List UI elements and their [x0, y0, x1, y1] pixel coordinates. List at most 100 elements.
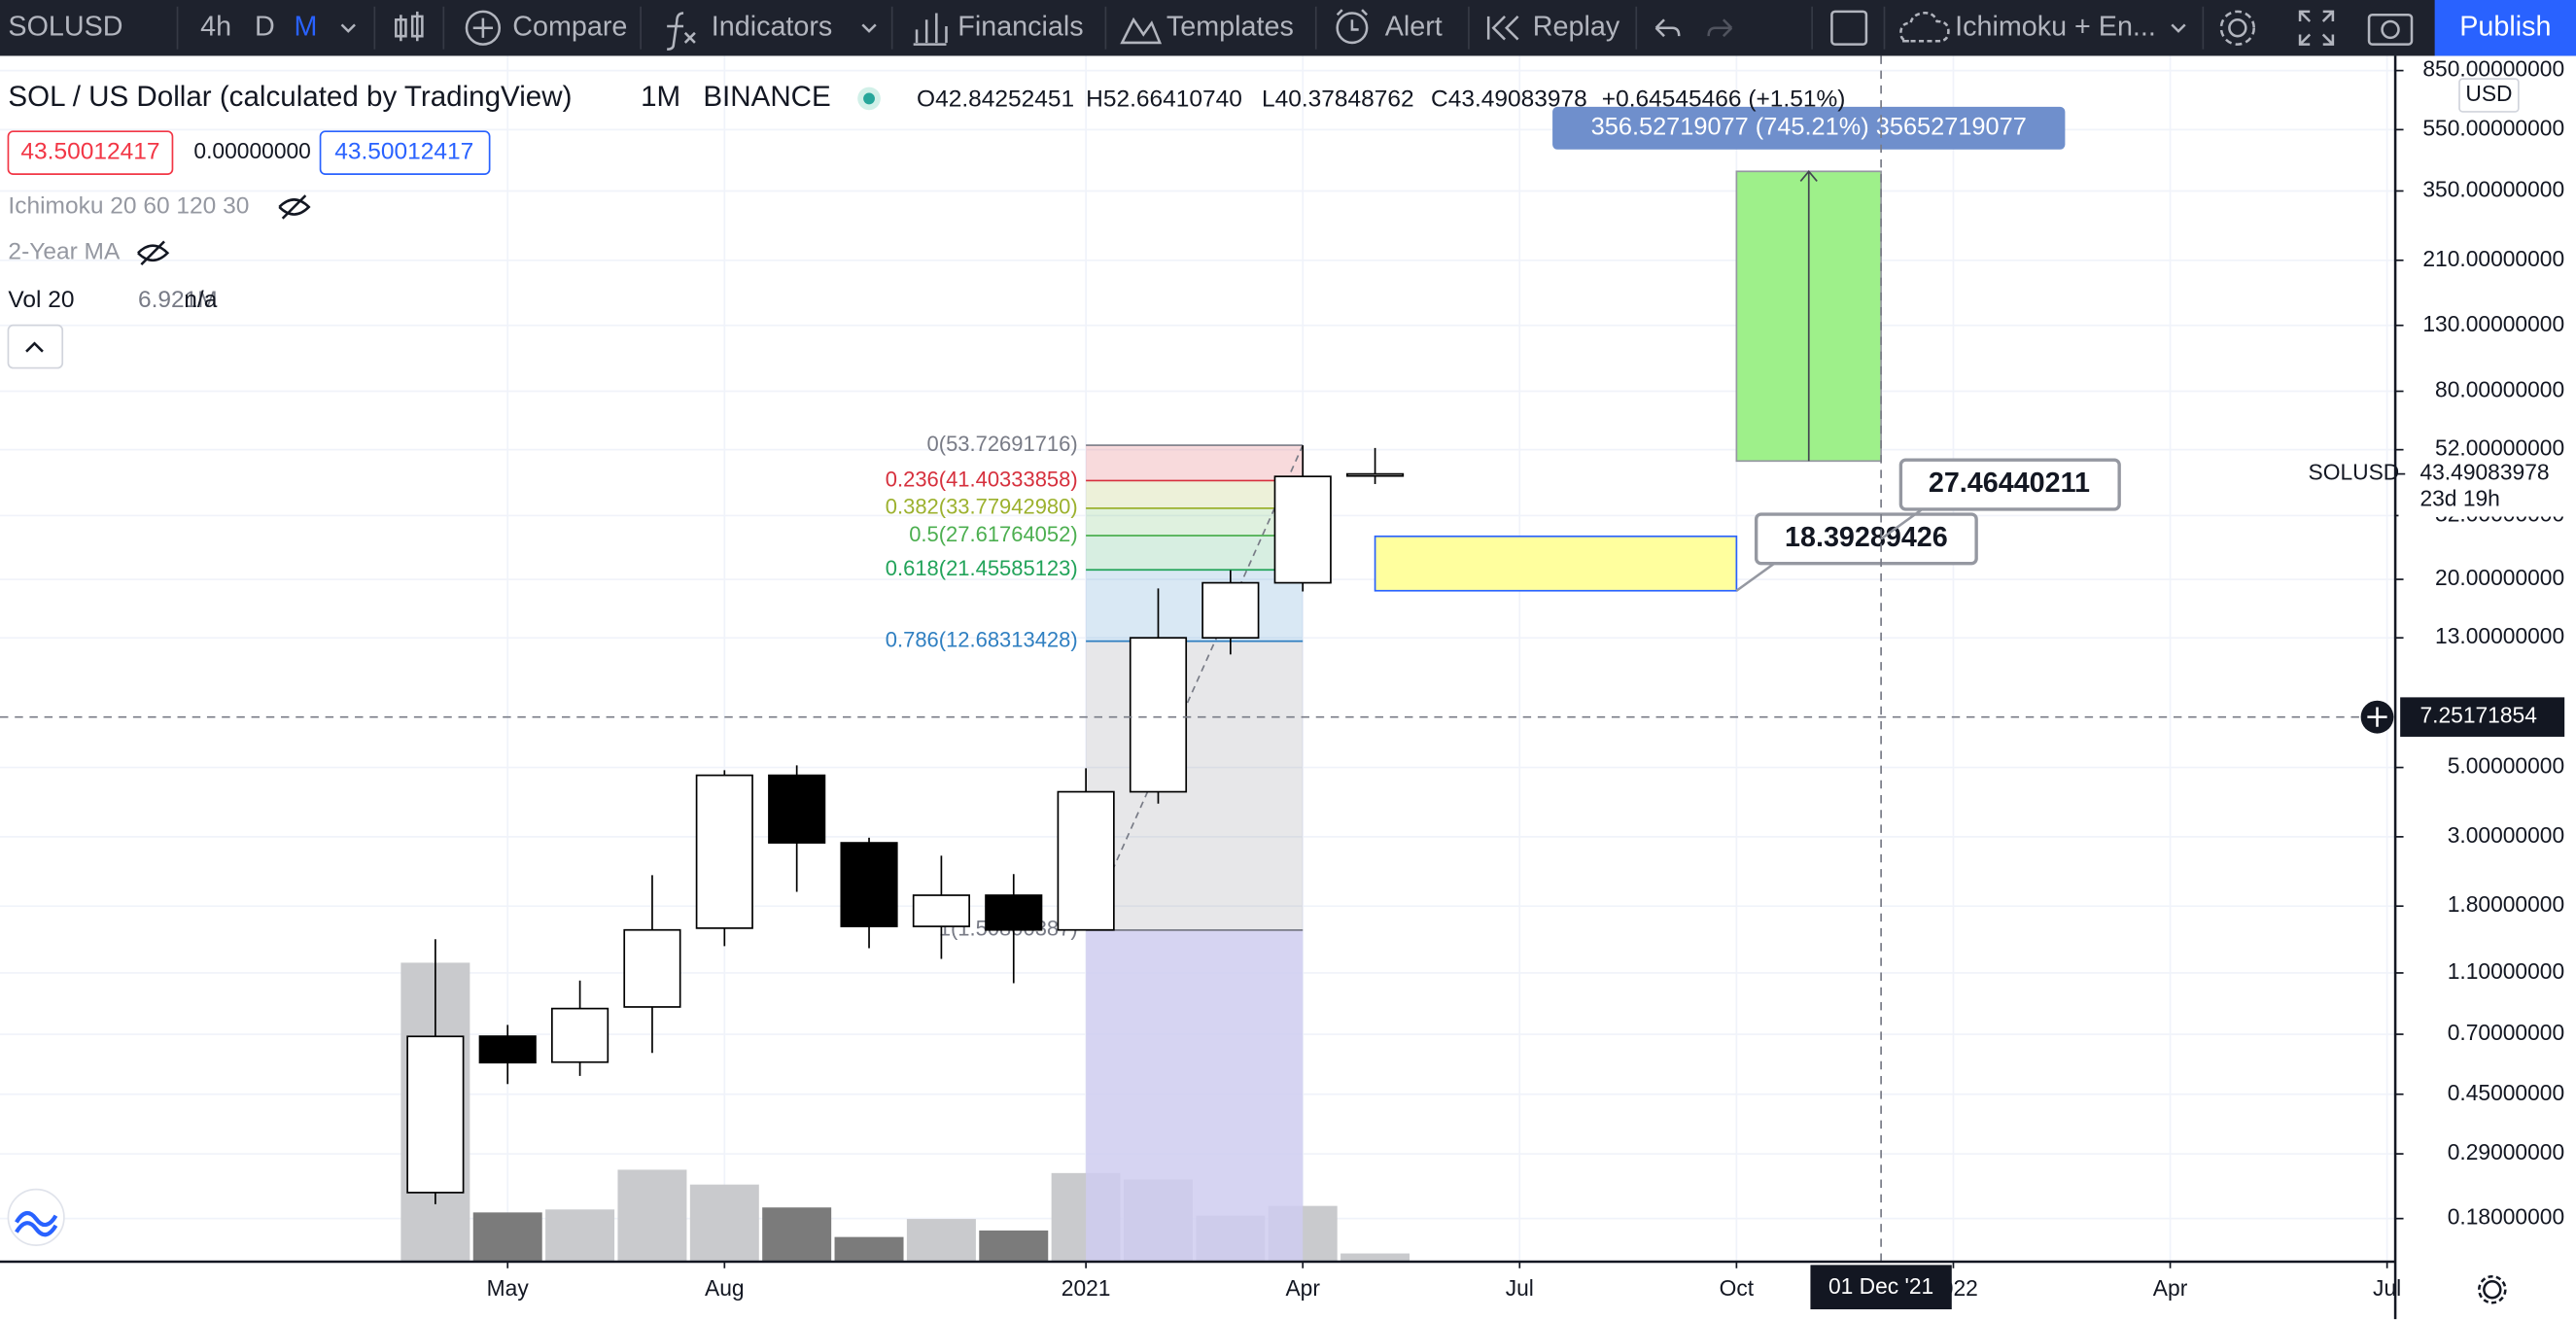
plot-area: 850.00000000 550.00000000 350.00000000 210.… — [0, 55, 2576, 1320]
legend: SOL / US Dollar (calculated by TradingVi… — [7, 81, 1846, 369]
hidden-icon[interactable] — [137, 240, 170, 266]
collapse-icon[interactable] — [25, 341, 44, 353]
volume-bar — [617, 1169, 687, 1263]
symbol-label: SOLUSD — [2309, 460, 2400, 485]
y-tick-label: 0.18000000 — [2448, 1204, 2564, 1230]
cloud-icon[interactable] — [1899, 12, 1950, 43]
layout-menu[interactable] — [2171, 23, 2186, 33]
candle-body — [1345, 472, 1405, 477]
indicator-name[interactable]: 2-Year MA — [8, 239, 121, 265]
axis-settings[interactable] — [2478, 1274, 2507, 1304]
interval-menu[interactable] — [340, 23, 356, 33]
candle-body — [985, 894, 1043, 931]
hidden-icon[interactable] — [278, 194, 311, 220]
fib-label: 0.786(12.68313428) — [886, 627, 1078, 651]
fib-zone — [1086, 507, 1304, 536]
interval-button[interactable]: 4h — [200, 11, 231, 42]
crosshair-date-bg — [1810, 1265, 1952, 1310]
indicators-icon[interactable] — [667, 12, 696, 51]
ohlc-close: C43.49083978 — [1431, 87, 1587, 113]
crosshair-date: 01 Dec '21 — [1828, 1273, 1933, 1299]
fib-label: 0.236(41.40333858) — [886, 467, 1078, 491]
interval-button[interactable]: D — [255, 11, 275, 42]
exchange: BINANCE — [703, 81, 830, 113]
fib-zone — [1086, 641, 1304, 930]
undo-button[interactable] — [1654, 18, 1681, 38]
volume-ma: n/a — [184, 287, 217, 313]
alert-button[interactable]: Alert — [1385, 11, 1443, 42]
volume-name[interactable]: Vol 20 — [8, 287, 74, 313]
candle-body — [1129, 637, 1188, 793]
layout-name[interactable]: Ichimoku + En... — [1955, 11, 2156, 42]
publish-button[interactable] — [2434, 0, 2576, 56]
buy-price[interactable]: 43.50012417 — [334, 139, 473, 165]
compare-button[interactable]: Compare — [512, 11, 627, 42]
financials-button[interactable]: Financials — [957, 11, 1083, 42]
compare-icon[interactable] — [465, 10, 502, 46]
callout-box — [1898, 458, 2121, 511]
replay-icon[interactable] — [1486, 16, 1519, 41]
settings-button[interactable] — [2228, 18, 2247, 38]
indicator-name[interactable]: Ichimoku 20 60 120 30 — [8, 192, 249, 219]
sell-button[interactable] — [7, 130, 174, 175]
candle-body — [478, 1035, 537, 1064]
volume-bar — [545, 1209, 615, 1263]
y-tick-label: 52.00000000 — [2435, 435, 2564, 461]
crosshair-price: 7.25171854 — [2419, 703, 2537, 728]
fib-trend — [1111, 444, 1304, 872]
volume-bar — [906, 1219, 976, 1263]
volume-value: 6.921M — [138, 287, 218, 313]
candle-body — [695, 774, 753, 929]
y-tick-label: 3.00000000 — [2448, 822, 2564, 848]
volume-bar — [1340, 1253, 1410, 1263]
interval: 1M — [641, 81, 680, 113]
ohlc-high: H52.66410740 — [1086, 87, 1242, 113]
axis-settings[interactable] — [2483, 1280, 2502, 1300]
alert-icon[interactable] — [1336, 12, 1369, 45]
callout-line — [1880, 507, 1924, 540]
candle-body — [768, 774, 826, 844]
y-tick-label: 80.00000000 — [2435, 377, 2564, 402]
financials-icon[interactable] — [913, 13, 948, 46]
interval-button[interactable]: M — [295, 11, 318, 42]
y-tick-label: 130.00000000 — [2422, 311, 2564, 336]
sell-price[interactable]: 43.50012417 — [20, 139, 159, 165]
volume-bar — [762, 1207, 832, 1263]
templates-button[interactable]: Templates — [1166, 11, 1294, 42]
symbol-button[interactable]: SOLUSD — [8, 11, 122, 42]
snapshot-button[interactable] — [2367, 13, 2414, 46]
currency-label: USD — [2465, 81, 2512, 106]
alert-icon[interactable] — [1336, 9, 1369, 31]
y-tick-label: 13.00000000 — [2435, 623, 2564, 648]
x-tick-label: Aug — [705, 1275, 745, 1301]
measure-arrow-head — [1799, 169, 1818, 182]
publish-label[interactable]: Publish — [2459, 11, 2551, 42]
redo-button[interactable] — [1707, 18, 1733, 38]
settings-button[interactable] — [2219, 10, 2256, 46]
replay-button[interactable]: Replay — [1533, 11, 1620, 42]
snapshot-button[interactable] — [2381, 19, 2400, 40]
toolbar: SOLUSD 4h D M Compare Indicators Financi… — [0, 0, 2576, 56]
layout-button[interactable] — [1830, 10, 1868, 46]
indicators-button[interactable]: Indicators — [712, 11, 833, 42]
toolbar-bg — [0, 0, 2576, 56]
volume-bar — [472, 1212, 542, 1263]
ohlc-change: +0.64545466 (+1.51%) — [1602, 87, 1846, 113]
y-tick-label: 20.00000000 — [2435, 565, 2564, 590]
chart-type-button[interactable] — [395, 11, 424, 42]
collapse-button[interactable] — [7, 324, 64, 369]
candle-body — [1057, 790, 1115, 931]
ohlc-low: L40.37848762 — [1262, 87, 1414, 113]
countdown: 23d 19h — [2419, 486, 2499, 511]
buy-button[interactable] — [319, 130, 491, 175]
fullscreen-button[interactable] — [2298, 10, 2335, 46]
callout-text: 27.46440211 — [1929, 468, 2090, 499]
fib-label: 0.382(33.77942980) — [886, 495, 1078, 519]
fib-zone — [1086, 535, 1304, 571]
callout-box — [1754, 512, 1978, 566]
compare-icon[interactable] — [472, 17, 494, 38]
indicators-menu[interactable] — [861, 23, 877, 33]
fib-label: 0(53.72691716) — [927, 432, 1078, 456]
y-tick-label: 850.00000000 — [2422, 56, 2564, 82]
templates-icon[interactable] — [1120, 17, 1163, 45]
